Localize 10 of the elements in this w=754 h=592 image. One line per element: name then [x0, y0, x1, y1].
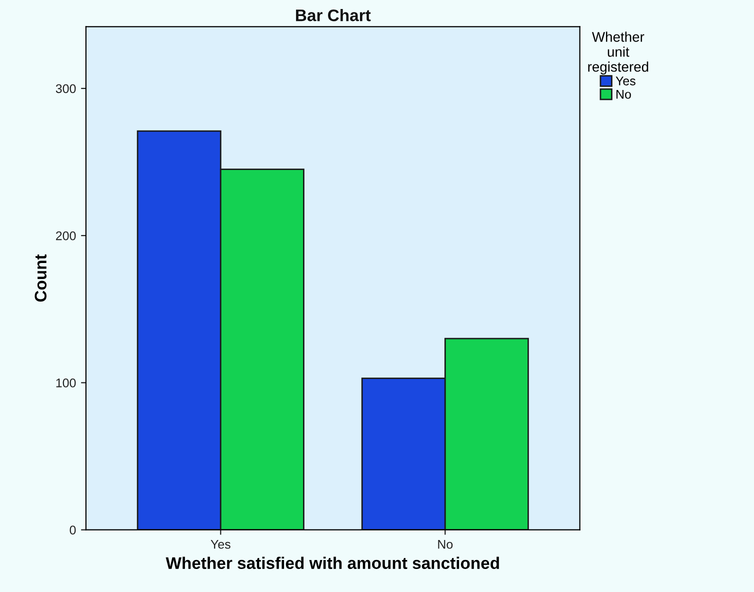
legend-label: Yes — [616, 76, 636, 86]
x-axis-title: Whether satisfied with amount sanctioned — [166, 556, 499, 570]
y-tick-label: 100 — [56, 378, 76, 388]
y-axis-title: Count — [34, 254, 47, 302]
y-tick-label: 300 — [56, 84, 76, 94]
legend-label: No — [616, 90, 631, 99]
y-tick-label: 200 — [56, 231, 76, 240]
chart-title: Bar Chart — [296, 9, 371, 22]
y-tick-label: 0 — [70, 526, 76, 534]
legend-title: Whether unit registered — [588, 32, 648, 75]
